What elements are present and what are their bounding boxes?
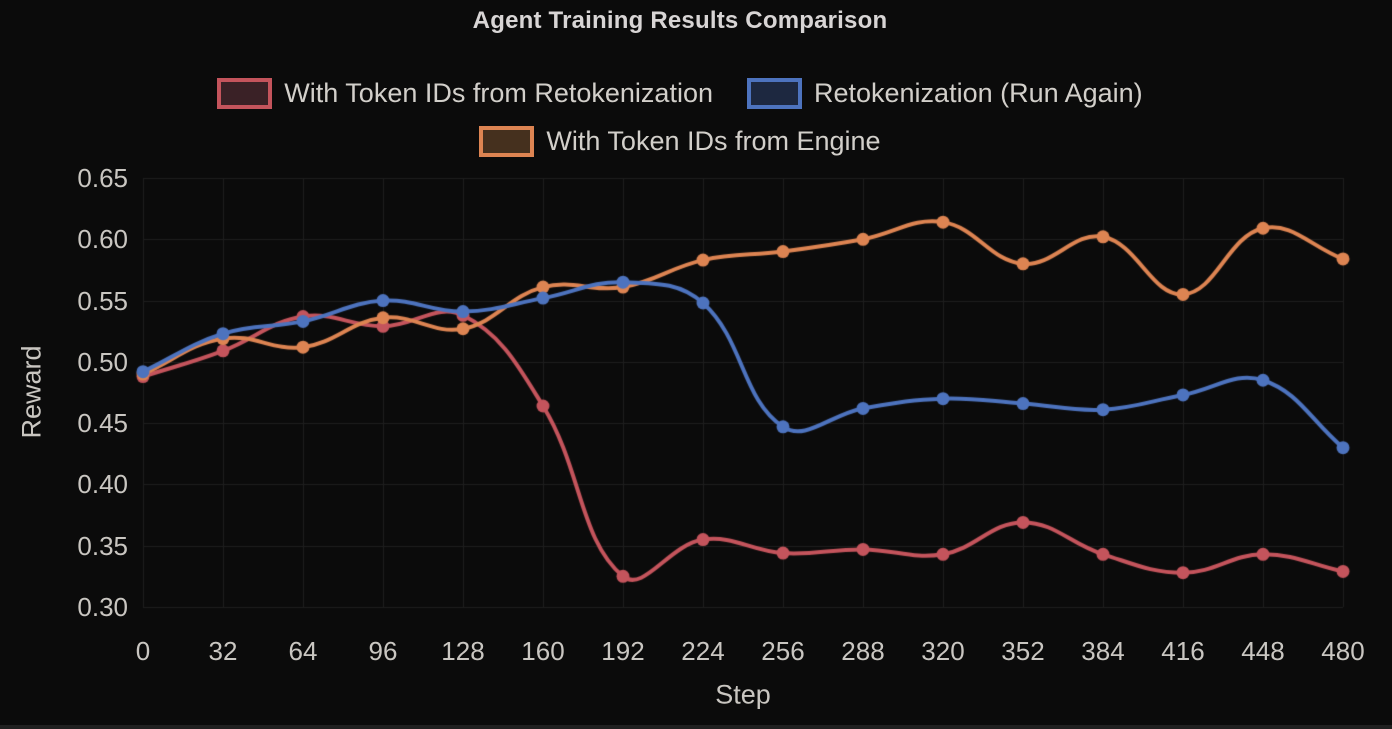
legend-swatch-red [217, 78, 273, 109]
x-tick-label: 96 [368, 636, 398, 666]
x-tick-label: 384 [1081, 636, 1125, 666]
chart-legend: With Token IDs from Retokenization Retok… [0, 78, 1360, 157]
x-tick-label: 192 [601, 636, 645, 666]
x-tick-label: 416 [1161, 636, 1205, 666]
y-tick-label: 0.65 [77, 163, 128, 193]
y-tick-label: 0.45 [77, 408, 128, 439]
legend-label: With Token IDs from Retokenization [284, 78, 713, 108]
y-tick-label: 0.35 [77, 530, 128, 561]
x-tick-label: 352 [1001, 636, 1045, 666]
y-tick-label: 0.50 [77, 346, 128, 377]
legend-item-run-again[interactable]: Retokenization (Run Again) [746, 78, 1143, 109]
legend-item-retokenization-ids[interactable]: With Token IDs from Retokenization [217, 78, 713, 109]
x-tick-label: 128 [441, 636, 485, 666]
x-tick-label: 320 [921, 636, 965, 666]
legend-swatch-orange [479, 126, 535, 157]
x-tick-label: 256 [761, 636, 805, 666]
y-tick-label: 0.60 [77, 224, 128, 255]
legend-label: Retokenization (Run Again) [813, 78, 1143, 108]
y-tick-label: 0.55 [77, 285, 128, 316]
y-tick-label: 0.40 [77, 469, 128, 500]
window-bottom-edge [0, 725, 1392, 729]
y-axis-title: Reward [16, 345, 47, 439]
legend-item-engine-ids[interactable]: With Token IDs from Engine [479, 126, 881, 157]
x-tick-label: 288 [841, 636, 885, 666]
legend-swatch-blue [746, 78, 802, 109]
x-tick-label: 448 [1241, 636, 1285, 666]
x-tick-label: 160 [521, 636, 565, 666]
x-tick-label: 32 [208, 636, 238, 666]
y-tick-label: 0.30 [77, 592, 128, 622]
x-tick-label: 480 [1321, 636, 1365, 666]
x-axis-title: Step [715, 679, 771, 710]
x-tick-label: 64 [288, 636, 318, 666]
x-tick-label: 0 [135, 636, 151, 666]
chart-title: Agent Training Results Comparison [472, 7, 888, 34]
legend-label: With Token IDs from Engine [546, 126, 881, 156]
x-tick-label: 224 [681, 636, 725, 666]
